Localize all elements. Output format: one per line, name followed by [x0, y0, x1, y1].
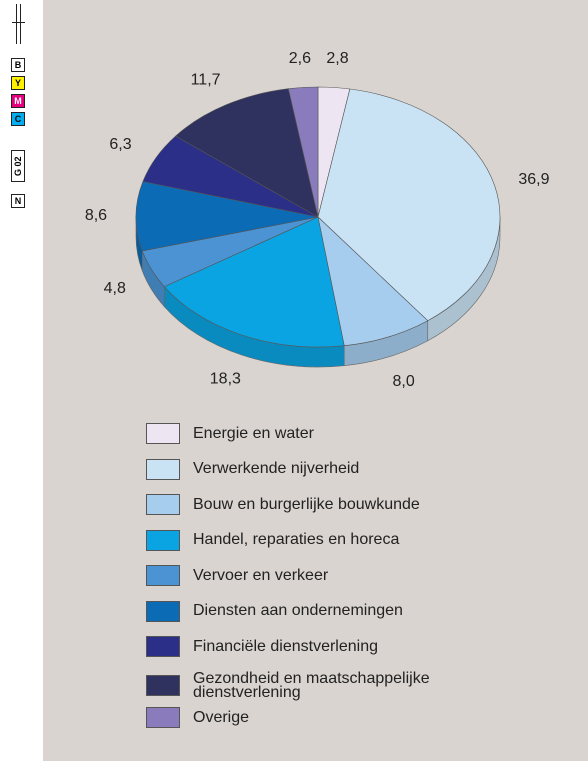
legend-item: Bouw en burgerlijke bouwkunde	[146, 494, 463, 515]
print-mark: B	[11, 58, 25, 72]
legend-swatch	[146, 675, 180, 696]
slice	[317, 216, 429, 346]
data-label: 36,9	[518, 171, 549, 188]
legend-label: Diensten aan ondernemingen	[193, 602, 403, 619]
slice	[135, 181, 319, 252]
print-mark: N	[11, 194, 25, 208]
print-mark: C	[11, 112, 25, 126]
reg-line	[16, 4, 17, 44]
data-label: 6,3	[109, 136, 131, 153]
data-label: 2,8	[326, 50, 348, 67]
legend-item: Energie en water	[146, 423, 463, 444]
slice	[288, 86, 319, 218]
data-label: 8,0	[392, 373, 414, 390]
legend-swatch	[146, 565, 180, 586]
legend-item: Financiële dienstverlening	[146, 636, 463, 657]
slice	[163, 216, 345, 348]
legend-label: Financiële dienstverlening	[193, 637, 378, 655]
legend-item: Diensten aan ondernemingen	[146, 600, 463, 622]
legend-label: Bouw en burgerlijke bouwkunde	[193, 495, 420, 513]
legend-swatch	[146, 423, 180, 444]
print-mark: M	[11, 94, 25, 108]
data-label: 2,6	[289, 50, 311, 67]
legend-swatch	[146, 494, 180, 515]
legend-item: Verwerkende nijverheid	[146, 458, 463, 480]
reg-line	[20, 4, 21, 44]
slice	[175, 88, 319, 218]
data-label: 4,8	[104, 280, 126, 297]
print-mark: Y	[11, 76, 25, 90]
legend-label: Gezondheid en maatschappelijke dienstver…	[193, 669, 430, 701]
reg-line	[12, 22, 25, 23]
legend-item: Vervoer en verkeer	[146, 565, 463, 586]
slice	[317, 88, 501, 322]
legend-swatch	[146, 636, 180, 657]
legend-label: Handel, reparaties en horeca	[193, 531, 400, 548]
legend-label: Vervoer en verkeer	[193, 566, 329, 584]
legend-swatch	[146, 600, 180, 622]
data-label: 11,7	[191, 71, 221, 88]
legend-label: Energie en water	[193, 424, 314, 442]
legend-item: Overige	[146, 707, 463, 728]
legend-item: Gezondheid en maatschappelijke dienstver…	[146, 669, 463, 701]
data-label: 18,3	[210, 371, 241, 388]
data-label: 8,6	[85, 207, 107, 224]
legend-label: Overige	[193, 708, 250, 726]
legend-swatch	[146, 529, 180, 551]
legend-swatch	[146, 458, 180, 480]
legend-label: Verwerkende nijverheid	[193, 460, 360, 477]
legend-swatch	[146, 707, 180, 728]
legend-item: Handel, reparaties en horeca	[146, 529, 463, 551]
